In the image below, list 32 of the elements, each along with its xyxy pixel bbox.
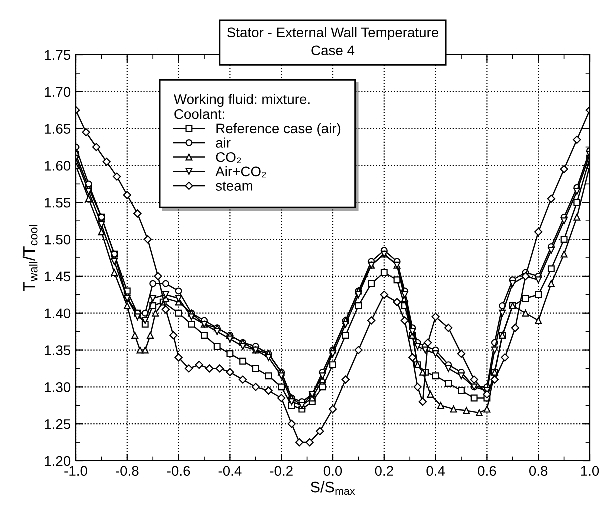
legend-label: steam xyxy=(216,182,253,191)
y-tick-label: 1.30 xyxy=(45,382,71,392)
y-tick-label: 1.40 xyxy=(45,308,71,319)
x-tick-label: -1.0 xyxy=(64,466,88,476)
y-tick-label: 1.50 xyxy=(45,234,71,245)
legend-label: air xyxy=(216,138,231,148)
x-tick-label: 0.8 xyxy=(529,466,548,476)
x-tick-label: 0.6 xyxy=(478,466,496,476)
chart-title: Stator - External Wall Temperature Case 4 xyxy=(228,27,439,56)
y-tick-label: 1.75 xyxy=(45,50,71,60)
x-tick-label: 0.0 xyxy=(324,466,342,476)
y-tick-label: 1.20 xyxy=(45,456,71,466)
y-tick-label: 1.25 xyxy=(45,419,71,430)
y-tick-label: 1.45 xyxy=(45,272,71,282)
y-tick-label: 1.60 xyxy=(45,161,71,171)
y-tick-label: 1.70 xyxy=(45,87,71,98)
y-axis-title: T$_{wall}$/T$_{cool}$ xyxy=(22,225,38,292)
x-axis-title: S/S$_{max}$ xyxy=(311,482,356,496)
x-tick-label: 0.2 xyxy=(375,466,394,476)
legend-title: Working fluid: mixture. Coolant: xyxy=(174,94,310,120)
legend-label: Reference case (air) xyxy=(216,123,341,136)
legend-label: Air+CO₂ xyxy=(216,166,266,178)
y-tick-label: 1.55 xyxy=(45,198,71,208)
y-tick-label: 1.35 xyxy=(45,346,71,356)
x-tick-label: 0.4 xyxy=(426,466,446,476)
legend-label: CO₂ xyxy=(216,152,242,164)
x-tick-label: -0.2 xyxy=(270,466,293,476)
x-tick-label: -0.8 xyxy=(116,466,139,476)
x-tick-label: -0.4 xyxy=(218,466,242,476)
x-tick-label: -0.6 xyxy=(167,466,190,476)
y-tick-label: 1.65 xyxy=(45,124,71,134)
x-tick-label: 1.0 xyxy=(581,466,600,476)
